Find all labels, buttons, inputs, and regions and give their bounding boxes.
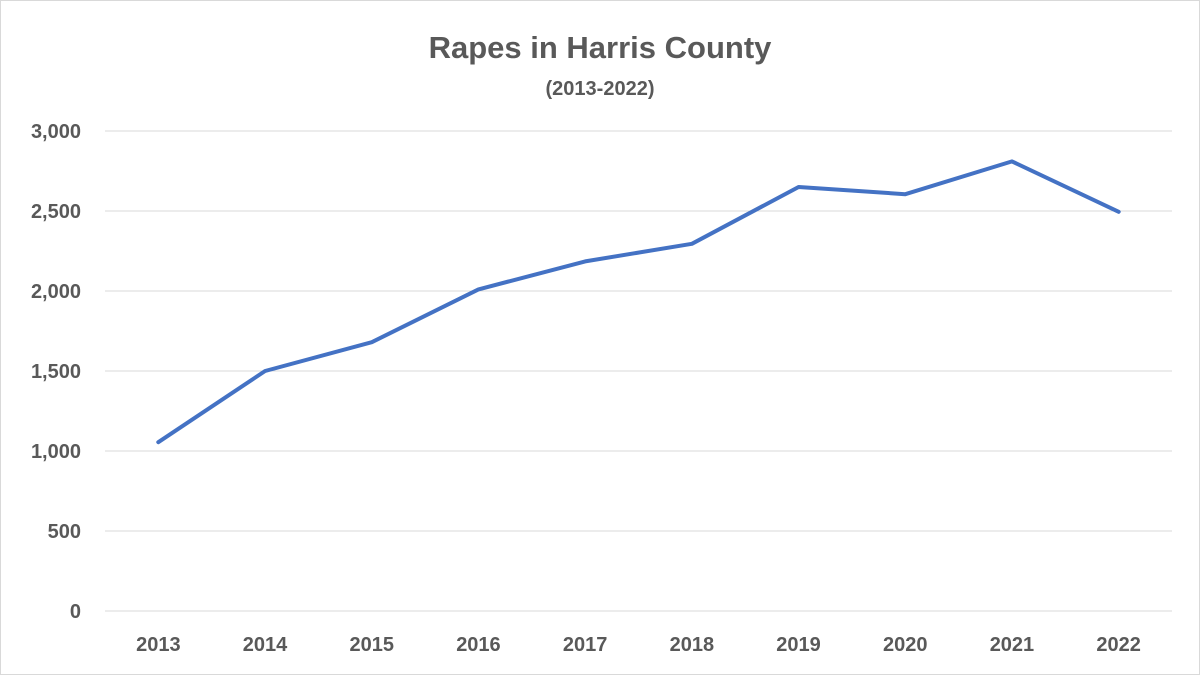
x-tick-label: 2014 (243, 634, 288, 656)
y-tick-label: 1,500 (31, 361, 81, 383)
x-tick-label: 2019 (776, 634, 821, 656)
y-tick-label: 0 (70, 601, 81, 623)
series-line (156, 159, 1121, 445)
x-tick-label: 2018 (670, 634, 715, 656)
y-axis-ticks: 0 500 1,000 1,500 2,000 2,500 3,000 (31, 121, 81, 623)
x-tick-label: 2017 (563, 634, 608, 656)
x-axis-ticks: 2013 2014 2015 2016 2017 2018 2019 2020 2021 2022 (136, 634, 1141, 656)
x-tick-label: 2013 (136, 634, 181, 656)
x-tick-label: 2015 (350, 634, 395, 656)
y-tick-label: 2,000 (31, 281, 81, 303)
chart-title: Rapes in Harris County (429, 30, 773, 65)
series-layer (156, 159, 1121, 445)
x-tick-label: 2020 (883, 634, 928, 656)
x-tick-label: 2021 (990, 634, 1035, 656)
y-tick-label: 500 (48, 521, 81, 543)
y-tick-label: 3,000 (31, 121, 81, 143)
y-tick-label: 2,500 (31, 201, 81, 223)
x-tick-label: 2022 (1096, 634, 1141, 656)
chart-subtitle: (2013-2022) (546, 78, 655, 100)
x-tick-label: 2016 (456, 634, 501, 656)
y-tick-label: 1,000 (31, 441, 81, 463)
gridlines (105, 130, 1172, 612)
